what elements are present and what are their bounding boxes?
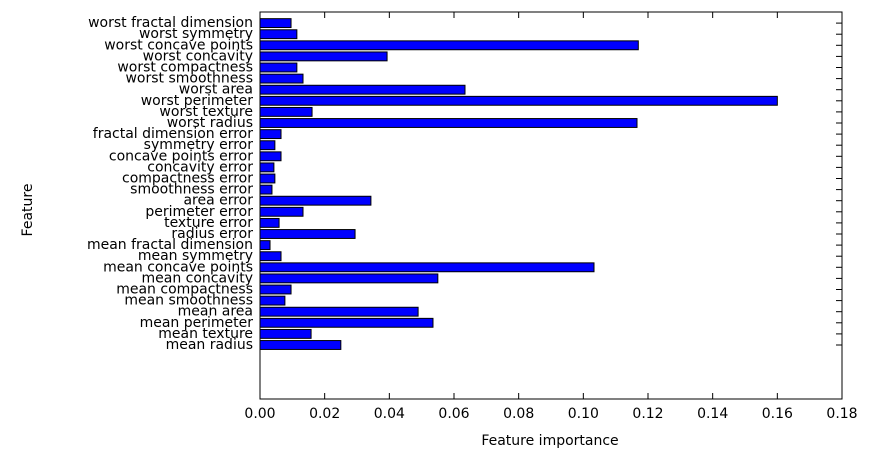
x-tick-label: 0.08 bbox=[503, 406, 534, 422]
bar bbox=[259, 195, 372, 206]
y-tick-label: concave points error bbox=[109, 148, 253, 164]
y-tick-label: worst perimeter bbox=[141, 93, 254, 109]
y-tick-label: fractal dimension error bbox=[93, 126, 253, 142]
y-tick-label: mean texture bbox=[158, 326, 253, 342]
y-tick-label: mean radius bbox=[166, 337, 253, 353]
y-tick-label: mean perimeter bbox=[140, 315, 254, 331]
y-tick-label: worst concave points bbox=[104, 37, 253, 53]
y-tick-label: worst area bbox=[179, 82, 253, 98]
x-axis-label: Feature importance bbox=[481, 433, 618, 449]
bar bbox=[259, 340, 342, 350]
y-tick-label: mean compactness bbox=[116, 282, 253, 298]
y-tick-label: worst radius bbox=[167, 115, 253, 131]
x-tick-label: 0.14 bbox=[697, 406, 728, 422]
bar bbox=[259, 328, 312, 339]
bar bbox=[259, 217, 280, 228]
y-tick-label: mean fractal dimension bbox=[87, 237, 253, 253]
y-tick-label: symmetry error bbox=[144, 137, 254, 153]
y-tick-label: worst fractal dimension bbox=[88, 15, 253, 31]
y-tick-label: radius error bbox=[171, 226, 253, 242]
x-tick-label: 0.06 bbox=[438, 406, 469, 422]
bar bbox=[259, 317, 434, 328]
y-tick-label: smoothness error bbox=[130, 182, 253, 198]
bar bbox=[259, 184, 273, 195]
y-axis-label: Feature bbox=[20, 184, 36, 237]
bar bbox=[259, 295, 286, 306]
y-tick-label: perimeter error bbox=[145, 204, 253, 220]
bar bbox=[259, 251, 282, 262]
bar bbox=[259, 106, 313, 117]
x-tick-label: 0.18 bbox=[826, 406, 857, 422]
y-tick-label: mean symmetry bbox=[138, 248, 253, 264]
y-tick-label: texture error bbox=[164, 215, 253, 231]
bar bbox=[259, 206, 304, 217]
y-tick-label: compactness error bbox=[122, 171, 253, 187]
y-tick-label: mean concave points bbox=[103, 259, 253, 275]
x-tick-label: 0.10 bbox=[568, 406, 599, 422]
x-tick-label: 0.12 bbox=[632, 406, 663, 422]
x-tick-label: 0.02 bbox=[309, 406, 340, 422]
bar bbox=[259, 84, 466, 95]
bar bbox=[259, 240, 271, 251]
y-tick-label: mean area bbox=[178, 304, 253, 320]
y-tick-label: mean smoothness bbox=[124, 293, 253, 309]
bar bbox=[259, 151, 282, 162]
y-tick-label: worst symmetry bbox=[139, 26, 253, 42]
bar bbox=[259, 306, 419, 317]
bar bbox=[259, 73, 304, 84]
y-tick-label: worst concavity bbox=[143, 48, 253, 64]
bar bbox=[259, 284, 292, 295]
bar bbox=[259, 273, 439, 284]
y-tick-label: worst smoothness bbox=[125, 71, 253, 87]
bar bbox=[259, 118, 638, 128]
y-tick-label: area error bbox=[183, 193, 253, 209]
bar bbox=[259, 140, 276, 151]
bar bbox=[259, 262, 595, 273]
bar bbox=[259, 162, 275, 173]
bar bbox=[259, 173, 276, 184]
bar bbox=[259, 62, 298, 73]
x-tick-label: 0.04 bbox=[374, 406, 405, 422]
bar bbox=[259, 51, 388, 62]
bar bbox=[259, 129, 282, 140]
y-tick-label: worst compactness bbox=[117, 60, 253, 76]
bar bbox=[259, 229, 356, 239]
plot-frame bbox=[259, 11, 843, 400]
y-tick-label: worst texture bbox=[159, 104, 253, 120]
y-tick-label: concavity error bbox=[147, 159, 253, 175]
bar bbox=[259, 40, 639, 51]
x-tick-label: 0.00 bbox=[244, 406, 275, 422]
bar bbox=[259, 29, 298, 40]
x-tick-label: 0.16 bbox=[762, 406, 793, 422]
y-tick-label: mean concavity bbox=[141, 270, 253, 286]
bar bbox=[259, 95, 778, 106]
bar bbox=[259, 18, 292, 29]
